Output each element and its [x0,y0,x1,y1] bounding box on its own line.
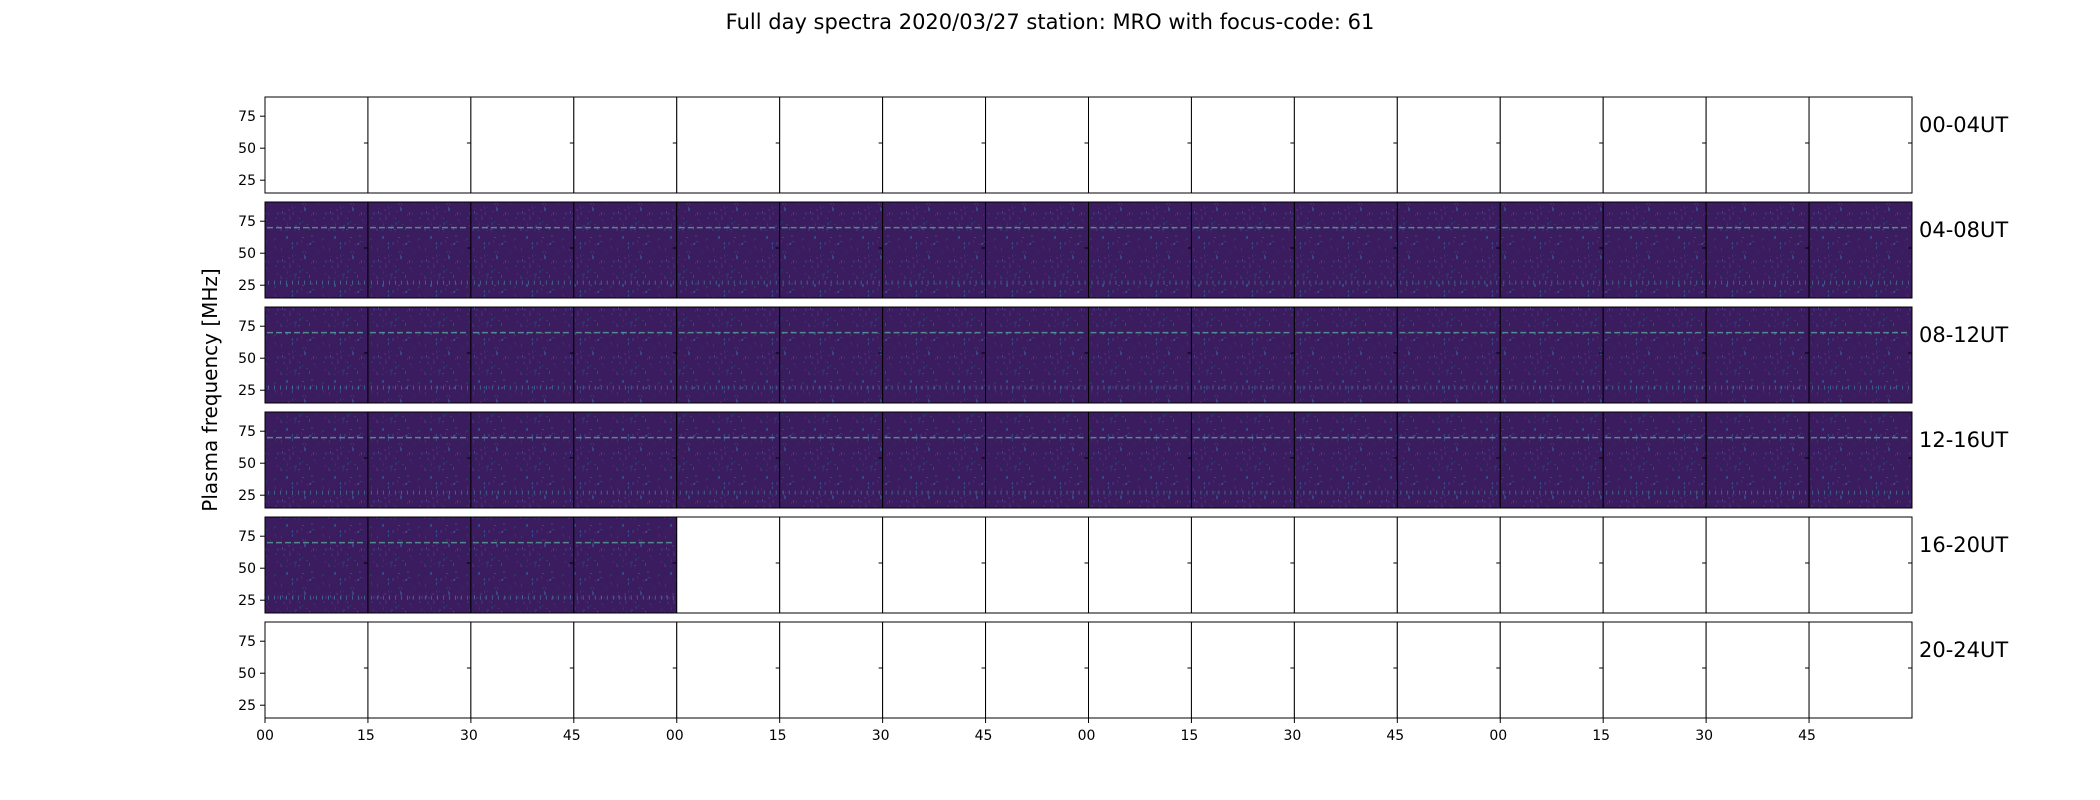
empty-panel [882,621,987,719]
x-tick-label: 30 [872,728,890,744]
x-tick-label: 45 [1798,728,1816,744]
empty-panel [367,96,472,194]
y-tick-label: 50 [238,561,256,577]
y-tick-label: 50 [238,456,256,472]
y-tick-label: 25 [238,488,256,504]
x-tick-label: 45 [563,728,581,744]
empty-panel [1190,96,1295,194]
empty-panel [779,96,884,194]
y-tick-label: 75 [238,214,256,230]
x-tick-label: 00 [1078,728,1096,744]
spectrum-panel [367,306,472,404]
empty-panel [1088,621,1192,719]
x-tick-label: 15 [357,728,375,744]
spectrum-panel [1396,411,1501,509]
row-label: 04-08UT [1919,218,2009,242]
y-tick-label: 50 [238,666,256,682]
empty-panel [676,621,781,719]
y-tick-label: 75 [238,634,256,650]
empty-panel [1190,621,1295,719]
empty-panel [1293,516,1398,614]
x-tick-label: 15 [1181,728,1199,744]
empty-panel [1396,96,1501,194]
empty-panel [1808,516,1913,614]
y-tick-label: 25 [238,383,256,399]
empty-panel [367,621,472,719]
empty-panel [985,96,1089,194]
empty-panel [1190,516,1295,614]
row-label: 00-04UT [1919,113,2009,137]
y-tick-label: 25 [238,698,256,714]
y-tick-label: 25 [238,593,256,609]
y-tick-label: 25 [238,173,256,189]
empty-panel [985,516,1089,614]
chart-title: Full day spectra 2020/03/27 station: MRO… [725,10,1375,34]
empty-panel [779,516,884,614]
empty-panel [1499,621,1604,719]
y-tick-label: 75 [238,424,256,440]
row-label: 16-20UT [1919,533,2009,557]
empty-panel [882,516,987,614]
empty-panel [1602,621,1707,719]
empty-panel [1705,516,1810,614]
row-label: 12-16UT [1919,428,2009,452]
empty-panel [779,621,884,719]
x-tick-label: 45 [1386,728,1404,744]
y-tick-label: 75 [238,319,256,335]
empty-panel [1499,516,1604,614]
empty-panel [573,96,678,194]
empty-panel [1293,621,1398,719]
spectrum-panel [779,306,884,404]
empty-panel [264,96,369,194]
x-tick-label: 30 [460,728,478,744]
row-label: 20-24UT [1919,638,2009,662]
empty-panel [676,96,781,194]
y-tick-label: 50 [238,246,256,262]
empty-panel [1293,96,1398,194]
x-tick-label: 30 [1695,728,1713,744]
empty-panel [1088,516,1192,614]
x-tick-label: 00 [256,728,274,744]
empty-panel [1396,516,1501,614]
y-tick-label: 25 [238,278,256,294]
x-tick-label: 45 [975,728,993,744]
spectrum-panel [573,201,678,299]
empty-panel [573,621,678,719]
empty-panel [1808,96,1913,194]
empty-panel [1499,96,1604,194]
empty-panel [882,96,987,194]
empty-panel [1705,621,1810,719]
empty-panel [1808,621,1913,719]
empty-panel [470,96,575,194]
empty-panel [1088,96,1192,194]
x-tick-label: 15 [1592,728,1610,744]
y-tick-label: 50 [238,141,256,157]
x-tick-label: 15 [769,728,787,744]
empty-panel [1396,621,1501,719]
empty-panel [1602,96,1707,194]
y-tick-label: 75 [238,529,256,545]
empty-panel [985,621,1089,719]
y-tick-label: 75 [238,109,256,125]
row-label: 08-12UT [1919,323,2009,347]
empty-panel [1602,516,1707,614]
empty-panel [676,516,781,614]
empty-panel [470,621,575,719]
x-tick-label: 30 [1283,728,1301,744]
y-tick-label: 50 [238,351,256,367]
x-tick-label: 00 [1489,728,1507,744]
x-tick-label: 00 [666,728,684,744]
empty-panel [264,621,369,719]
empty-panel [1705,96,1810,194]
